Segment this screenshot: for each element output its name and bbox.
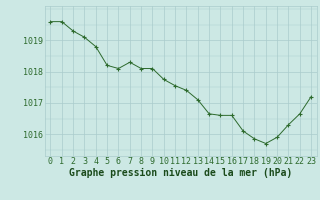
X-axis label: Graphe pression niveau de la mer (hPa): Graphe pression niveau de la mer (hPa) xyxy=(69,168,292,178)
